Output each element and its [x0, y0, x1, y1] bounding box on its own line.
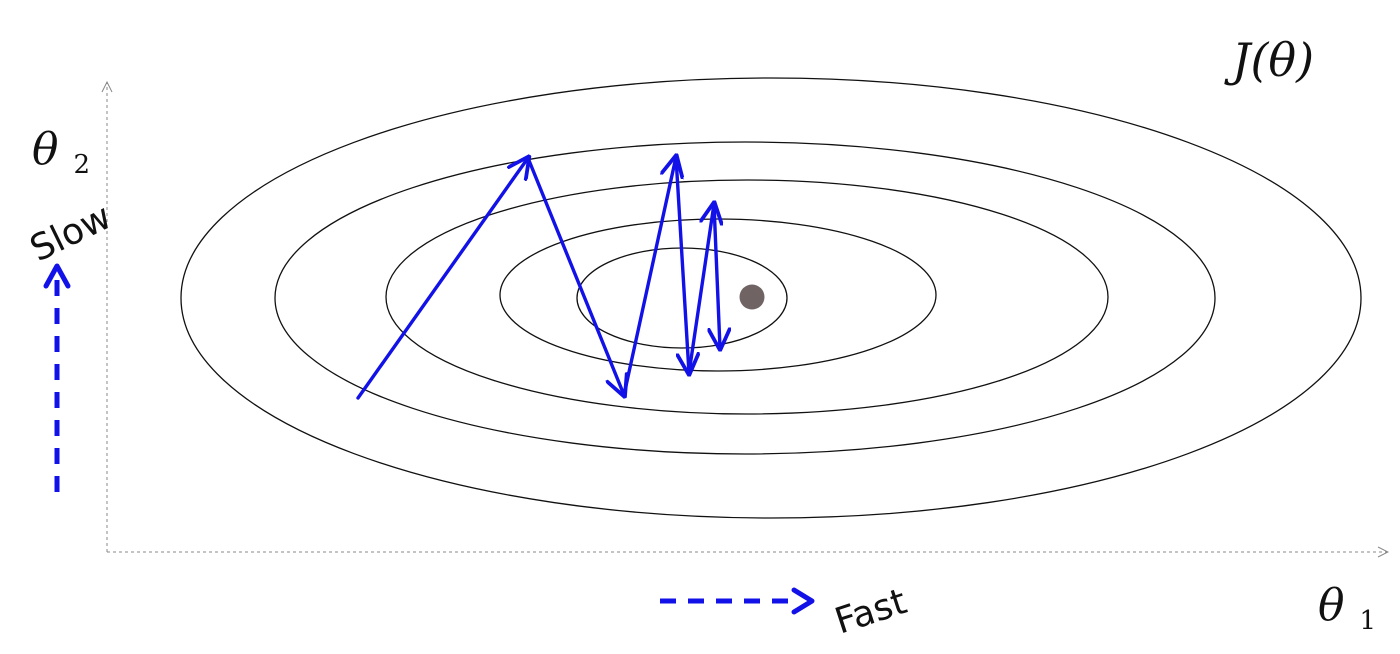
- slow-label: Slow: [24, 196, 118, 270]
- contour-line: [385, 179, 1109, 415]
- fast-arrow: [660, 587, 815, 615]
- fast-arrow-head: [791, 587, 815, 615]
- y-axis-symbol: θ: [32, 124, 59, 175]
- minimum-point: [739, 284, 765, 310]
- descent-step-arrow: [622, 157, 676, 397]
- x-axis-subscript: 1: [1360, 606, 1377, 636]
- cost-function-label: J(θ): [1224, 33, 1314, 87]
- axes: [107, 82, 1388, 552]
- contour-lines: [180, 77, 1362, 519]
- descent-path: [356, 155, 720, 400]
- fast-label: Fast: [830, 581, 911, 642]
- contour-line: [180, 77, 1362, 519]
- descent-step-arrow: [674, 155, 689, 373]
- descent-step-arrow: [526, 156, 624, 395]
- x-axis-label: θ 1: [1318, 580, 1376, 636]
- slow-arrow-head: [43, 263, 71, 289]
- y-axis-subscript: 2: [74, 150, 91, 180]
- descent-step-arrow: [687, 204, 714, 375]
- descent-step-arrow: [356, 158, 528, 400]
- slow-arrow: [43, 263, 71, 492]
- x-axis-symbol: θ: [1318, 580, 1345, 631]
- y-axis-label: θ 2: [32, 124, 90, 180]
- descent-step-arrow: [714, 202, 720, 348]
- contour-line: [274, 141, 1216, 455]
